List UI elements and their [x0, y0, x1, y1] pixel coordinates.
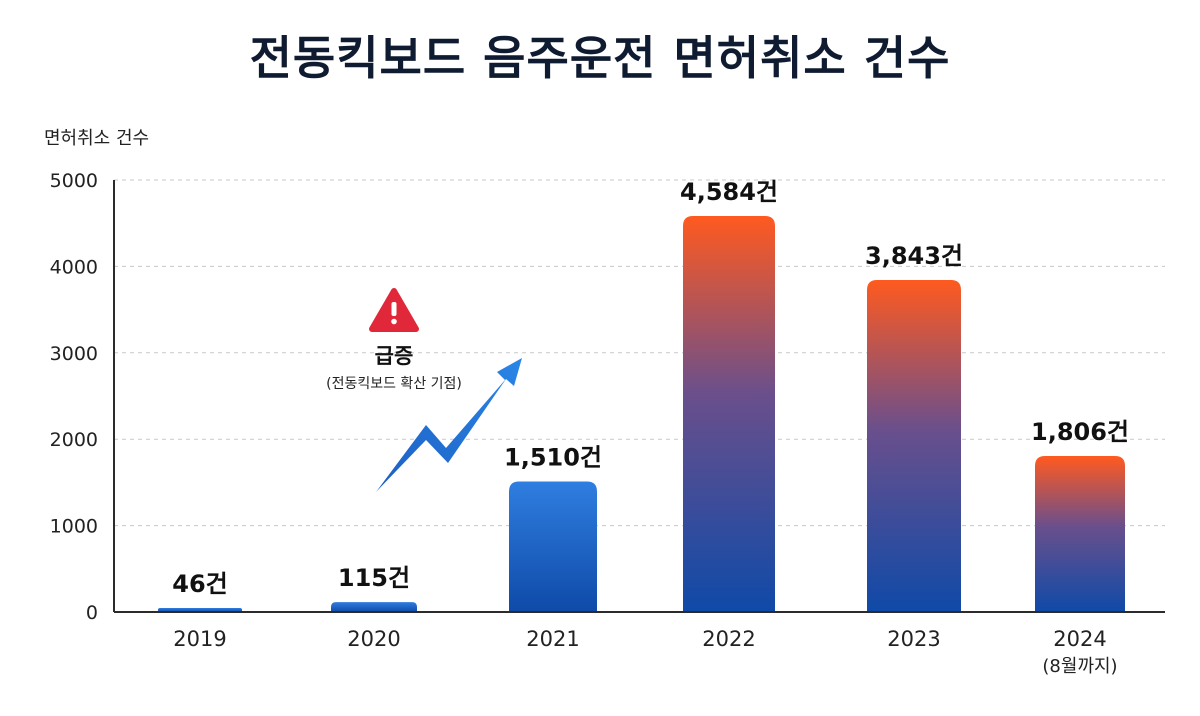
x-tick-label-2024: 2024: [1053, 627, 1106, 651]
x-tick-label-2019: 2019: [173, 627, 226, 651]
y-tick-labels: 0 1000 2000 3000 4000 5000: [50, 170, 98, 624]
y-axis-label: 면허취소 건수: [44, 128, 149, 149]
chart-title: 전동킥보드 음주운전 면허취소 건수: [249, 31, 951, 85]
x-tick-label-2020: 2020: [347, 627, 400, 651]
data-label-2023: 3,843건: [865, 242, 963, 270]
y-tick-label: 5000: [50, 170, 98, 192]
y-tick-label: 1000: [50, 516, 98, 538]
data-label-2019: 46건: [172, 570, 227, 598]
y-tick-label: 4000: [50, 256, 98, 278]
x-tick-label-2022: 2022: [702, 627, 755, 651]
bar-2023: [867, 279, 961, 612]
data-labels: 46건 115건 1,510건 4,584건 3,843건 1,806건: [172, 178, 1129, 598]
x-tick-sublabel-2024: (8월까지): [1042, 656, 1117, 677]
x-tick-label-2021: 2021: [526, 627, 579, 651]
grid-lines: [114, 179, 1165, 527]
x-tick-label-2023: 2023: [887, 627, 940, 651]
bar-2022: [683, 215, 775, 613]
bar-2020: [331, 602, 417, 612]
bar-2024: [1035, 455, 1125, 612]
surge-title: 급증: [375, 344, 414, 368]
bars: [158, 215, 1125, 613]
x-tick-labels: 2019 2020 2021 2022 2023 2024 (8월까지): [173, 627, 1117, 677]
y-tick-label: 3000: [50, 343, 98, 365]
surge-subtitle: (전동킥보드 확산 기점): [326, 376, 462, 392]
surge-annotation: 급증 (전동킥보드 확산 기점): [326, 288, 522, 492]
data-label-2021: 1,510건: [504, 444, 602, 472]
warning-triangle-icon: [369, 288, 419, 332]
y-tick-label: 0: [86, 602, 98, 624]
data-label-2022: 4,584건: [680, 178, 778, 206]
data-label-2024: 1,806건: [1031, 418, 1129, 446]
data-label-2020: 115건: [338, 564, 410, 592]
zigzag-up-arrow-icon: [376, 358, 522, 492]
bar-2021: [509, 481, 597, 612]
y-tick-label: 2000: [50, 429, 98, 451]
